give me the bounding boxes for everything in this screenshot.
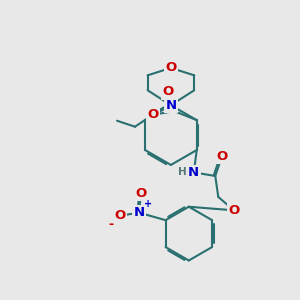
Text: N: N: [188, 166, 199, 179]
Text: O: O: [165, 61, 176, 74]
Text: O: O: [114, 209, 125, 222]
Text: O: O: [228, 204, 239, 217]
Text: O: O: [216, 150, 227, 163]
Text: N: N: [165, 99, 176, 112]
Text: H: H: [178, 167, 187, 177]
Text: O: O: [147, 108, 158, 121]
Text: N: N: [134, 206, 145, 219]
Text: O: O: [162, 85, 173, 98]
Text: +: +: [144, 199, 152, 209]
Text: -: -: [108, 218, 113, 231]
Text: O: O: [135, 187, 146, 200]
